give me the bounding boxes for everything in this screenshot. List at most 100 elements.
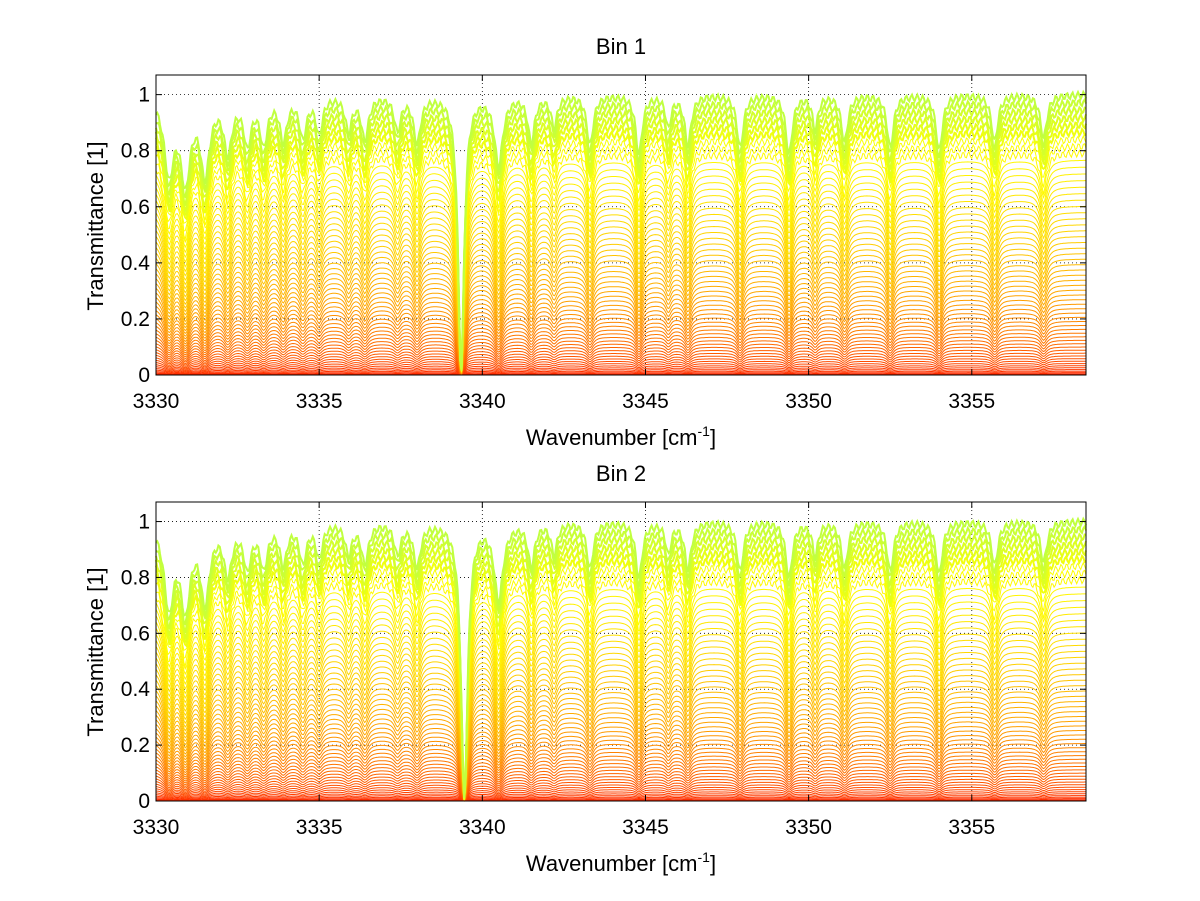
spectrum-series [155,126,1087,366]
spectrum-series [155,547,1087,800]
x-tick-label: 3335 [296,816,343,839]
spectrum-series [155,701,1086,800]
spectrum-series [155,367,1086,375]
spectrum-series [155,734,1086,801]
y-tick-label: 0.2 [121,734,150,757]
spectrum-series [156,796,1086,801]
spectrum-series [155,762,1086,802]
spectrum-series [155,312,1086,375]
y-tick-label: 1 [138,84,150,107]
spectrum-series [155,711,1086,801]
spectrum-series [155,274,1086,373]
spectrum-series [155,346,1086,375]
x-tick-label: 3355 [948,816,995,839]
spectrum-series [155,516,1087,798]
x-tick-label: 3350 [785,816,832,839]
y-tick-label: 0.4 [121,678,151,701]
spectrum-series [155,180,1086,370]
spectrum-series [155,358,1086,375]
spectrum-series [155,738,1086,801]
chart-title-bin-2: Bin 2 [596,461,646,486]
spectrum-series [155,695,1086,800]
spectrum-series [155,193,1086,371]
spectrum-series [155,299,1086,375]
spectrum-series [155,791,1086,801]
spectrum-series [155,199,1086,371]
spectrum-series [155,97,1087,371]
spectrum-series [155,89,1087,368]
spectrum-series [155,258,1086,373]
spectrum-series [155,289,1086,374]
spectrum-series [155,593,1086,799]
spectrum-series [155,725,1086,801]
spectrum-series [155,365,1086,375]
spectrum-series [155,253,1086,372]
spectrum-series [155,674,1086,800]
chart-title-bin-1: Bin 1 [596,34,646,59]
panel-bin-2: Bin 2 3330 3335 3340 3345 3350 3355 0 0.2 0.4 0.6… [83,461,1087,876]
spectrum-series [155,230,1086,372]
spectrum-series [155,159,1086,370]
spectrum-series [155,626,1086,800]
spectrum-series [155,134,1087,368]
spectrum-series [155,561,1087,800]
spectrum-series [156,798,1086,801]
spectrum-series [155,644,1086,800]
spectrum-series [155,553,1087,800]
spectrum-series [155,775,1086,801]
spectrum-series [155,600,1086,799]
spectrum-series [155,751,1086,802]
x-tick-label: 3350 [785,390,832,413]
spectrum-series [155,349,1086,375]
spectrum-series [155,685,1086,800]
x-tick-label: 3340 [459,816,506,839]
spectrum-series [155,569,1087,797]
y-tick-label: 0.8 [121,140,150,163]
y-tick-label: 0.6 [121,196,150,219]
x-tick-label: 3355 [948,390,995,413]
spectrum-series [155,339,1086,376]
spectrum-series [155,668,1086,800]
spectrum-series [155,303,1086,375]
spectrum-series [156,372,1086,375]
spectrum-series [155,336,1086,376]
x-tick-label: 3345 [622,390,669,413]
spectrum-series [155,538,1087,798]
spectrum-series [155,638,1086,800]
spectrum-series [155,730,1086,801]
spectrum-series [155,166,1086,370]
axes-box-bin-1 [155,74,1087,376]
spectrum-series [155,369,1086,375]
spectrum-series [155,224,1086,372]
x-axis-label-bin-2: Wavenumber [cm-1] [526,849,716,876]
spectrum-series [155,755,1087,802]
spectrum-series [155,264,1086,373]
x-tick-label: 3335 [296,390,343,413]
y-axis-label-bin-1: Transmittance [1] [83,141,108,310]
spectrum-series [155,247,1086,372]
spectrum-series [155,308,1086,375]
y-axis-label-bin-2: Transmittance [1] [83,567,108,736]
spectrum-series [155,363,1086,375]
spectrum-series [155,793,1086,801]
spectrum-series [155,772,1086,801]
spectrum-series [155,743,1086,802]
spectrum-series [155,781,1086,801]
spectrum-series [155,269,1086,373]
spectrum-series [155,778,1086,801]
spectrum-series [155,606,1087,799]
spectrum-series [155,236,1086,372]
spectrum-series [155,343,1086,375]
spectrum-series [155,575,1087,796]
spectrum-series [155,332,1086,376]
spectrum-series [155,662,1087,800]
spectrum-series [155,325,1086,375]
spectrum-series [155,279,1086,373]
y-tick-label: 0.4 [121,252,151,275]
spectrum-series [155,173,1086,370]
spectrum-series [155,212,1086,371]
spectrum-series [155,706,1086,800]
spectrum-series [155,769,1086,802]
x-tick-label: 3330 [133,390,180,413]
